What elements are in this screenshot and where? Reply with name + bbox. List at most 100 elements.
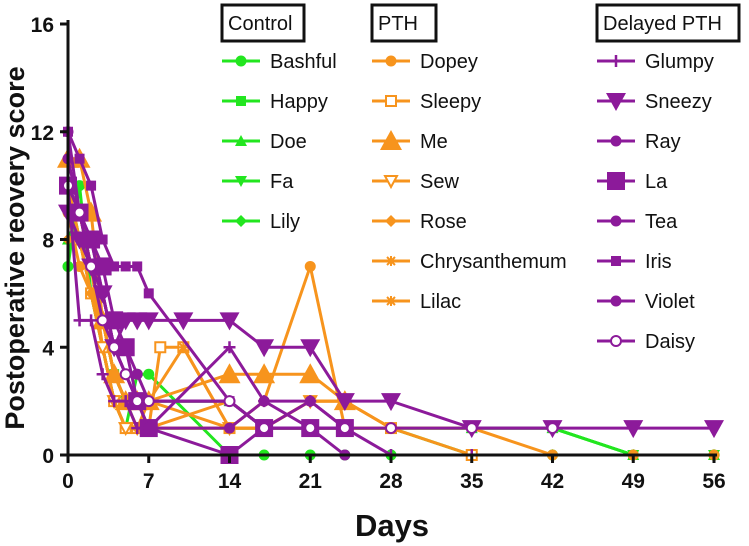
legend-marker-daisy xyxy=(610,335,622,347)
data-point-sneezy xyxy=(300,339,321,358)
y-tick-label: 16 xyxy=(31,14,54,37)
data-point-daisy xyxy=(119,368,132,381)
series-line-daisy xyxy=(66,185,553,430)
legend-label-chrysanthemum: Chrysanthemum xyxy=(420,251,567,273)
data-point-daisy xyxy=(546,422,559,435)
data-point-iris xyxy=(120,261,131,272)
legend-label-dopey: Dopey xyxy=(420,51,478,73)
legend-marker-iris xyxy=(611,256,621,266)
data-point-glumpy xyxy=(223,341,236,354)
data-point-tea xyxy=(143,422,155,434)
x-tick-label: 56 xyxy=(702,470,725,493)
legend-label-lilac: Lilac xyxy=(420,291,461,313)
legend-group-title: Delayed PTH xyxy=(603,13,722,35)
data-point-ray xyxy=(304,395,316,407)
legend-marker-ray xyxy=(610,135,622,147)
legend-marker-sneezy xyxy=(606,93,626,111)
data-point-sew xyxy=(94,341,111,356)
y-tick-label: 12 xyxy=(31,122,54,145)
legend-group-box xyxy=(220,3,306,43)
x-tick-label: 7 xyxy=(143,470,155,493)
legend-group-title: PTH xyxy=(378,13,418,35)
data-point-glumpy xyxy=(85,314,98,327)
data-point-sneezy xyxy=(381,393,401,412)
data-point-sneezy xyxy=(623,420,644,439)
legend-group-box xyxy=(370,3,438,43)
ticks-layer: 0 4 8 12 16 0 7 14 21 28 35 42 49 56 xyxy=(31,14,726,493)
data-point-chrysanthemum xyxy=(178,342,189,353)
legend-label-doe: Doe xyxy=(270,131,307,153)
data-point-la xyxy=(116,338,135,357)
series-line-doe xyxy=(66,211,714,457)
legend-label-ray: Ray xyxy=(645,131,681,153)
legend-group-delayed-pth: Delayed PTH Glumpy Sneezy Ray La Tea Iris Viole… xyxy=(595,3,741,353)
data-point-glumpy xyxy=(108,395,121,408)
legend-marker-glumpy xyxy=(610,55,622,67)
series-doe xyxy=(62,206,720,460)
series-line-fa xyxy=(66,211,714,457)
legend-label-la: La xyxy=(645,171,668,193)
legend-marker-happy xyxy=(236,96,246,106)
legend-label-iris: Iris xyxy=(645,251,672,273)
series-line-tea xyxy=(66,158,346,457)
legend-marker-bashful xyxy=(235,55,247,67)
x-tick-label: 28 xyxy=(379,470,403,493)
legend-marker-tea xyxy=(610,215,622,227)
data-point-glumpy xyxy=(73,314,86,327)
data-point-daisy xyxy=(304,422,317,435)
legend-group-title: Control xyxy=(228,13,292,35)
data-point-sneezy xyxy=(254,339,275,358)
data-point-daisy xyxy=(385,422,397,435)
data-point-sneezy xyxy=(173,312,194,331)
series-line-dopey xyxy=(66,212,714,457)
data-point-iris xyxy=(109,261,120,272)
legend-label-glumpy: Glumpy xyxy=(645,51,714,73)
data-point-iris xyxy=(132,261,143,272)
legend-marker-doe xyxy=(235,135,247,146)
data-point-daisy xyxy=(223,395,236,408)
data-point-me xyxy=(218,363,241,384)
data-point-daisy xyxy=(108,341,121,354)
x-tick-label: 49 xyxy=(622,470,645,493)
data-point-iris xyxy=(97,234,108,245)
series-line-me xyxy=(68,157,346,403)
legend-label-bashful: Bashful xyxy=(270,51,337,73)
x-tick-label: 35 xyxy=(460,470,484,493)
data-point-me xyxy=(299,363,322,384)
data-point-iris xyxy=(86,180,97,191)
legend-label-fa: Fa xyxy=(270,171,294,193)
data-point-iris xyxy=(143,288,154,299)
data-point-tea xyxy=(258,395,270,407)
data-point-lilac xyxy=(109,369,120,380)
legend-label-daisy: Daisy xyxy=(645,331,695,353)
data-point-rose xyxy=(85,287,98,300)
y-tick-label: 4 xyxy=(42,337,54,360)
legend-label-rose: Rose xyxy=(420,211,467,233)
legend-label-sew: Sew xyxy=(420,171,459,193)
data-point-violet xyxy=(85,234,97,245)
legend-group-box xyxy=(595,3,741,43)
data-point-violet xyxy=(97,287,109,299)
data-point-daisy xyxy=(338,422,351,435)
legend-label-happy: Happy xyxy=(270,91,328,113)
data-point-iris xyxy=(74,153,85,164)
data-point-me xyxy=(253,363,276,384)
legend-label-tea: Tea xyxy=(645,211,678,233)
data-point-daisy xyxy=(131,395,144,408)
y-tick-label: 0 xyxy=(42,445,54,468)
x-tick-label: 21 xyxy=(299,470,323,493)
data-point-ray xyxy=(131,368,143,380)
data-point-daisy xyxy=(96,314,109,327)
data-point-sew xyxy=(117,422,134,437)
data-point-dopey xyxy=(304,260,316,272)
data-point-daisy xyxy=(465,422,478,435)
legend-marker-sew xyxy=(383,175,399,190)
data-point-glumpy xyxy=(96,368,109,381)
legend-group-control: Control Bashful Happy Doe Fa Lily xyxy=(220,3,337,233)
data-point-bashful xyxy=(143,368,155,380)
data-point-sneezy xyxy=(704,420,724,439)
legend-label-sleepy: Sleepy xyxy=(420,91,481,113)
